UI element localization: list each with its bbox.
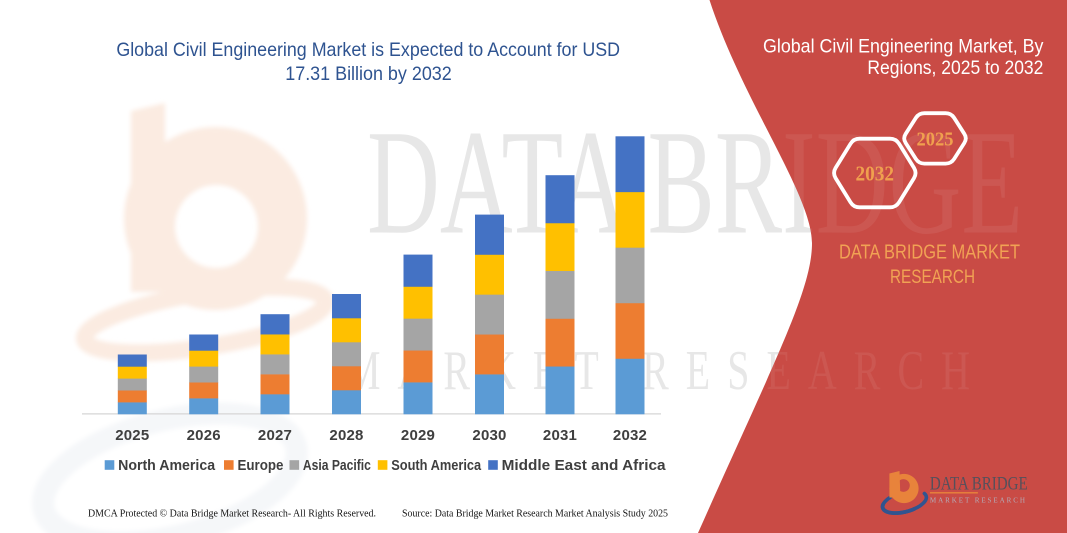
svg-text:2025: 2025 — [115, 427, 149, 444]
svg-text:MARKET RESEARCH: MARKET RESEARCH — [930, 496, 1027, 505]
svg-text:Global Civil Engineering Marke: Global Civil Engineering Market is Expec… — [116, 40, 620, 61]
svg-text:2032: 2032 — [613, 427, 647, 444]
svg-text:North America: North America — [118, 457, 216, 474]
svg-text:2030: 2030 — [472, 427, 506, 444]
svg-text:Europe: Europe — [238, 457, 284, 474]
svg-text:17.31 Billion by 2032: 17.31 Billion by 2032 — [285, 64, 452, 85]
svg-text:2028: 2028 — [329, 427, 363, 444]
svg-text:2025: 2025 — [917, 128, 954, 150]
svg-text:2032: 2032 — [856, 161, 895, 185]
svg-text:2031: 2031 — [543, 427, 577, 444]
svg-text:Middle East and Africa: Middle East and Africa — [502, 457, 667, 474]
svg-text:Asia Pacific: Asia Pacific — [303, 457, 371, 474]
svg-text:2029: 2029 — [401, 427, 435, 444]
svg-text:Regions, 2025 to 2032: Regions, 2025 to 2032 — [867, 57, 1043, 79]
svg-text:South America: South America — [391, 457, 482, 474]
svg-text:2026: 2026 — [187, 427, 221, 444]
svg-text:RESEARCH: RESEARCH — [890, 266, 975, 288]
svg-text:DATA BRIDGE: DATA BRIDGE — [930, 474, 1028, 495]
svg-text:Global Civil Engineering Marke: Global Civil Engineering Market, By — [763, 36, 1044, 58]
svg-text:DATA BRIDGE MARKET: DATA BRIDGE MARKET — [839, 242, 1020, 264]
svg-text:2027: 2027 — [258, 427, 292, 444]
svg-text:DMCA Protected © Data Bridge M: DMCA Protected © Data Bridge Market Rese… — [88, 508, 376, 520]
svg-text:Source: Data Bridge Market Res: Source: Data Bridge Market Research Mark… — [402, 508, 668, 520]
